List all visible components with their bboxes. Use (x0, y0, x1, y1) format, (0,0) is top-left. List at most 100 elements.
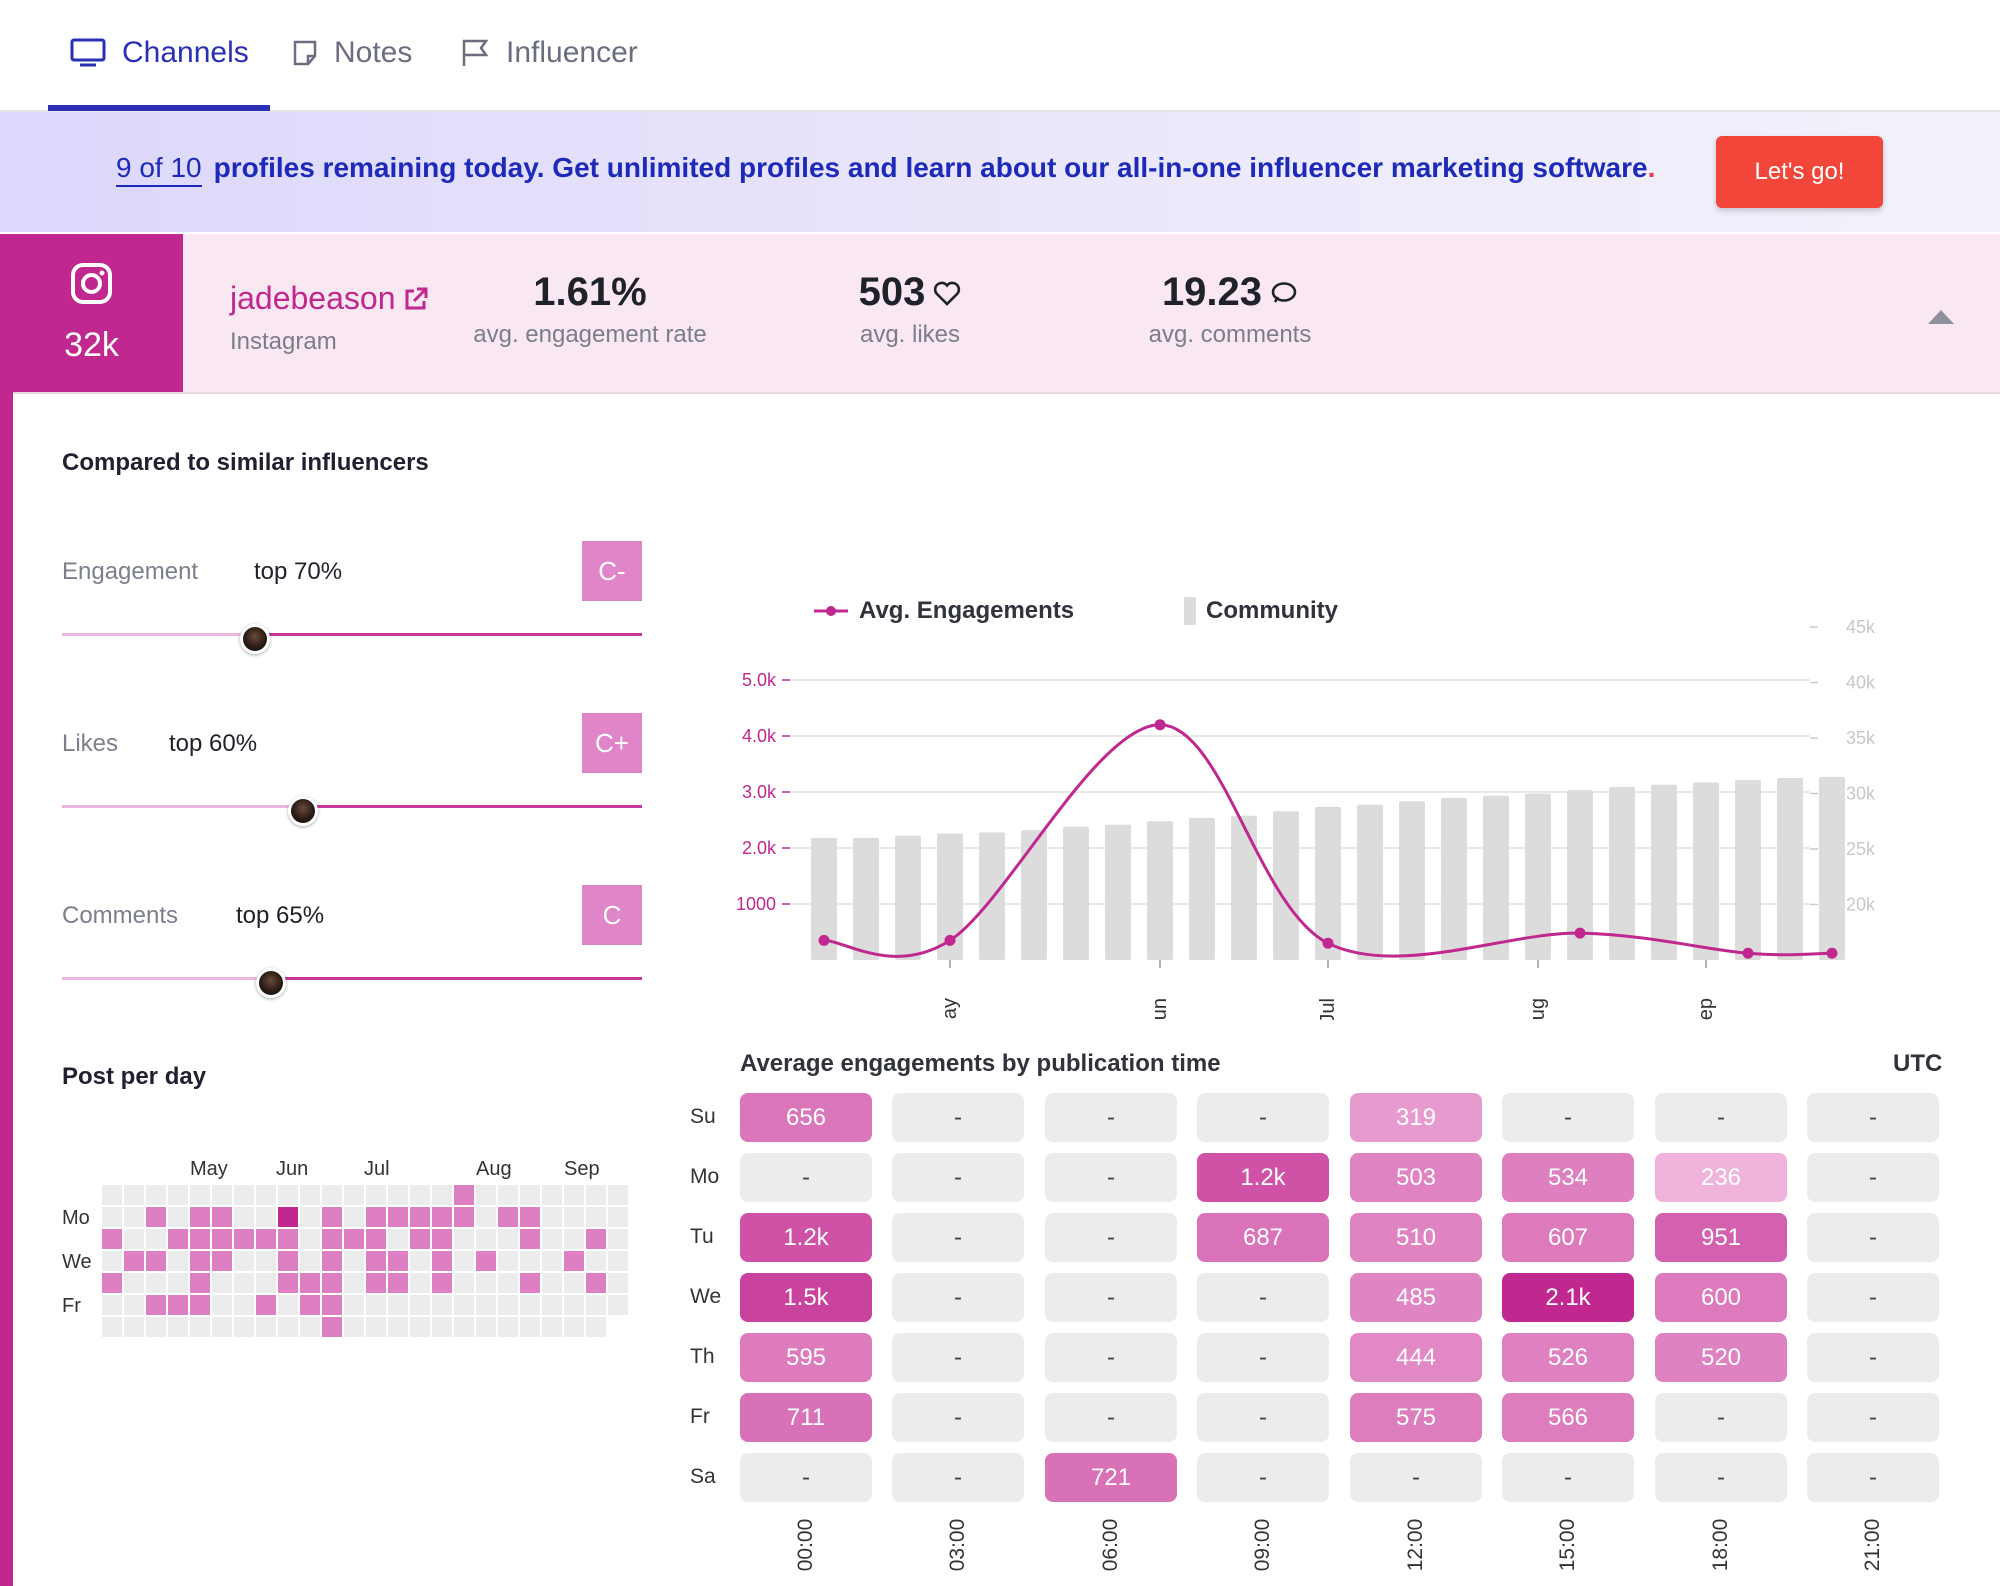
heatmap-cell[interactable]: - (1045, 1093, 1177, 1142)
stat-avg-likes: 503 avg. likes (800, 270, 1020, 349)
heatmap-cell[interactable]: - (1807, 1393, 1939, 1442)
calendar-cell (278, 1251, 298, 1271)
calendar-cell (476, 1185, 496, 1205)
collapse-toggle-icon[interactable] (1928, 310, 1954, 324)
lets-go-button[interactable]: Let's go! (1716, 136, 1883, 208)
calendar-cell (146, 1229, 166, 1249)
heatmap-cell[interactable]: - (892, 1213, 1024, 1262)
calendar-cell (542, 1229, 562, 1249)
heatmap-cell[interactable]: 2.1k (1502, 1273, 1634, 1322)
profile-handle-link[interactable]: jadebeason (230, 280, 429, 317)
legend-community[interactable]: Community (1184, 597, 1338, 625)
stat-engagement-rate: 1.61% avg. engagement rate (460, 270, 720, 349)
legend-avg-engagements[interactable]: Avg. Engagements (813, 597, 1074, 625)
heatmap-cell[interactable]: 485 (1350, 1273, 1482, 1322)
heatmap-cell[interactable]: 656 (740, 1093, 872, 1142)
calendar-cell (300, 1251, 320, 1271)
community-bar (1105, 824, 1131, 960)
chart-left-tick-label: 2.0k (742, 838, 777, 858)
calendar-cell (366, 1185, 386, 1205)
slider-track-fill (62, 805, 303, 808)
heatmap-cell[interactable]: 520 (1655, 1333, 1787, 1382)
heatmap-cell[interactable]: 607 (1502, 1213, 1634, 1262)
tab-notes[interactable]: Notes (292, 22, 412, 84)
calendar-cell (520, 1273, 540, 1293)
heatmap-cell[interactable]: - (1045, 1393, 1177, 1442)
heatmap-cell[interactable]: - (1807, 1273, 1939, 1322)
heatmap-cell[interactable]: - (1045, 1333, 1177, 1382)
heatmap-cell[interactable]: - (1045, 1213, 1177, 1262)
heatmap-cell[interactable]: - (740, 1153, 872, 1202)
heatmap-row-label: We (690, 1285, 722, 1308)
heatmap-cell[interactable]: - (892, 1153, 1024, 1202)
heatmap-cell[interactable]: - (892, 1393, 1024, 1442)
heatmap-cell[interactable]: - (892, 1333, 1024, 1382)
heatmap-cell[interactable]: - (892, 1453, 1024, 1502)
heatmap-cell[interactable]: - (1502, 1453, 1634, 1502)
heatmap-cell[interactable]: - (1502, 1093, 1634, 1142)
heatmap-cell[interactable]: - (1807, 1213, 1939, 1262)
heatmap-cell[interactable]: 319 (1350, 1093, 1482, 1142)
calendar-cell (124, 1317, 144, 1337)
tab-influencer[interactable]: Influencer (460, 22, 638, 84)
heatmap-cell[interactable]: 721 (1045, 1453, 1177, 1502)
heatmap-cell[interactable]: - (1045, 1273, 1177, 1322)
heatmap-cell[interactable]: - (1655, 1093, 1787, 1142)
slider-thumb-avatar[interactable] (288, 796, 318, 826)
heatmap-cell[interactable]: - (892, 1093, 1024, 1142)
heatmap-cell[interactable]: 503 (1350, 1153, 1482, 1202)
heatmap-cell[interactable]: - (1197, 1453, 1329, 1502)
heatmap-cell[interactable]: - (1197, 1333, 1329, 1382)
heatmap-col-label: 15:00 (1556, 1518, 1579, 1572)
heatmap-cell[interactable]: - (740, 1453, 872, 1502)
heatmap-cell[interactable]: 444 (1350, 1333, 1482, 1382)
external-link-icon[interactable] (403, 286, 429, 312)
calendar-cell (146, 1207, 166, 1227)
heatmap-cell[interactable]: 1.2k (740, 1213, 872, 1262)
heatmap-cell[interactable]: 526 (1502, 1333, 1634, 1382)
platform-name: Instagram (230, 328, 337, 355)
heatmap-cell[interactable]: 711 (740, 1393, 872, 1442)
heatmap-cell[interactable]: - (1197, 1093, 1329, 1142)
tab-label: Channels (122, 36, 249, 69)
heatmap-cell[interactable]: - (1807, 1333, 1939, 1382)
tab-channels[interactable]: Channels (70, 22, 249, 84)
calendar-month-label: May (190, 1158, 228, 1180)
heatmap-cell[interactable]: 510 (1350, 1213, 1482, 1262)
heatmap-cell[interactable]: - (1807, 1453, 1939, 1502)
community-bar (1357, 804, 1383, 960)
community-bar (811, 837, 837, 960)
calendar-cell (608, 1185, 628, 1205)
avg-engagements-line (823, 723, 1833, 958)
slider-thumb-avatar[interactable] (240, 624, 270, 654)
heatmap-cell[interactable]: 687 (1197, 1213, 1329, 1262)
chart-left-tick-label: 3.0k (742, 782, 777, 802)
heatmap-cell[interactable]: - (1197, 1393, 1329, 1442)
heatmap-cell[interactable]: 595 (740, 1333, 872, 1382)
heatmap-cell[interactable]: - (892, 1273, 1024, 1322)
heatmap-cell[interactable]: - (1350, 1453, 1482, 1502)
heatmap-cell[interactable]: - (1655, 1453, 1787, 1502)
heatmap-cell[interactable]: 951 (1655, 1213, 1787, 1262)
profile-handle[interactable]: jadebeason (230, 280, 396, 316)
heatmap-cell[interactable]: 575 (1350, 1393, 1482, 1442)
calendar-cell (564, 1207, 584, 1227)
profiles-remaining-count[interactable]: 9 of 10 (116, 152, 202, 187)
heatmap-cell[interactable]: 600 (1655, 1273, 1787, 1322)
heatmap-cell[interactable]: - (1045, 1153, 1177, 1202)
banner-text[interactable]: profiles remaining today. Get unlimited … (213, 152, 1648, 183)
metric-label-comments: Comments (62, 902, 179, 929)
heatmap-cell[interactable]: - (1197, 1273, 1329, 1322)
slider-thumb-avatar[interactable] (256, 968, 286, 998)
heatmap-cell[interactable]: 1.5k (740, 1273, 872, 1322)
heatmap-cell[interactable]: 236 (1655, 1153, 1787, 1202)
calendar-cell (542, 1185, 562, 1205)
heatmap-cell[interactable]: 534 (1502, 1153, 1634, 1202)
calendar-cell (124, 1207, 144, 1227)
heatmap-cell[interactable]: - (1807, 1093, 1939, 1142)
calendar-cell (586, 1251, 606, 1271)
heatmap-cell[interactable]: - (1655, 1393, 1787, 1442)
heatmap-cell[interactable]: 566 (1502, 1393, 1634, 1442)
heatmap-cell[interactable]: 1.2k (1197, 1153, 1329, 1202)
heatmap-cell[interactable]: - (1807, 1153, 1939, 1202)
